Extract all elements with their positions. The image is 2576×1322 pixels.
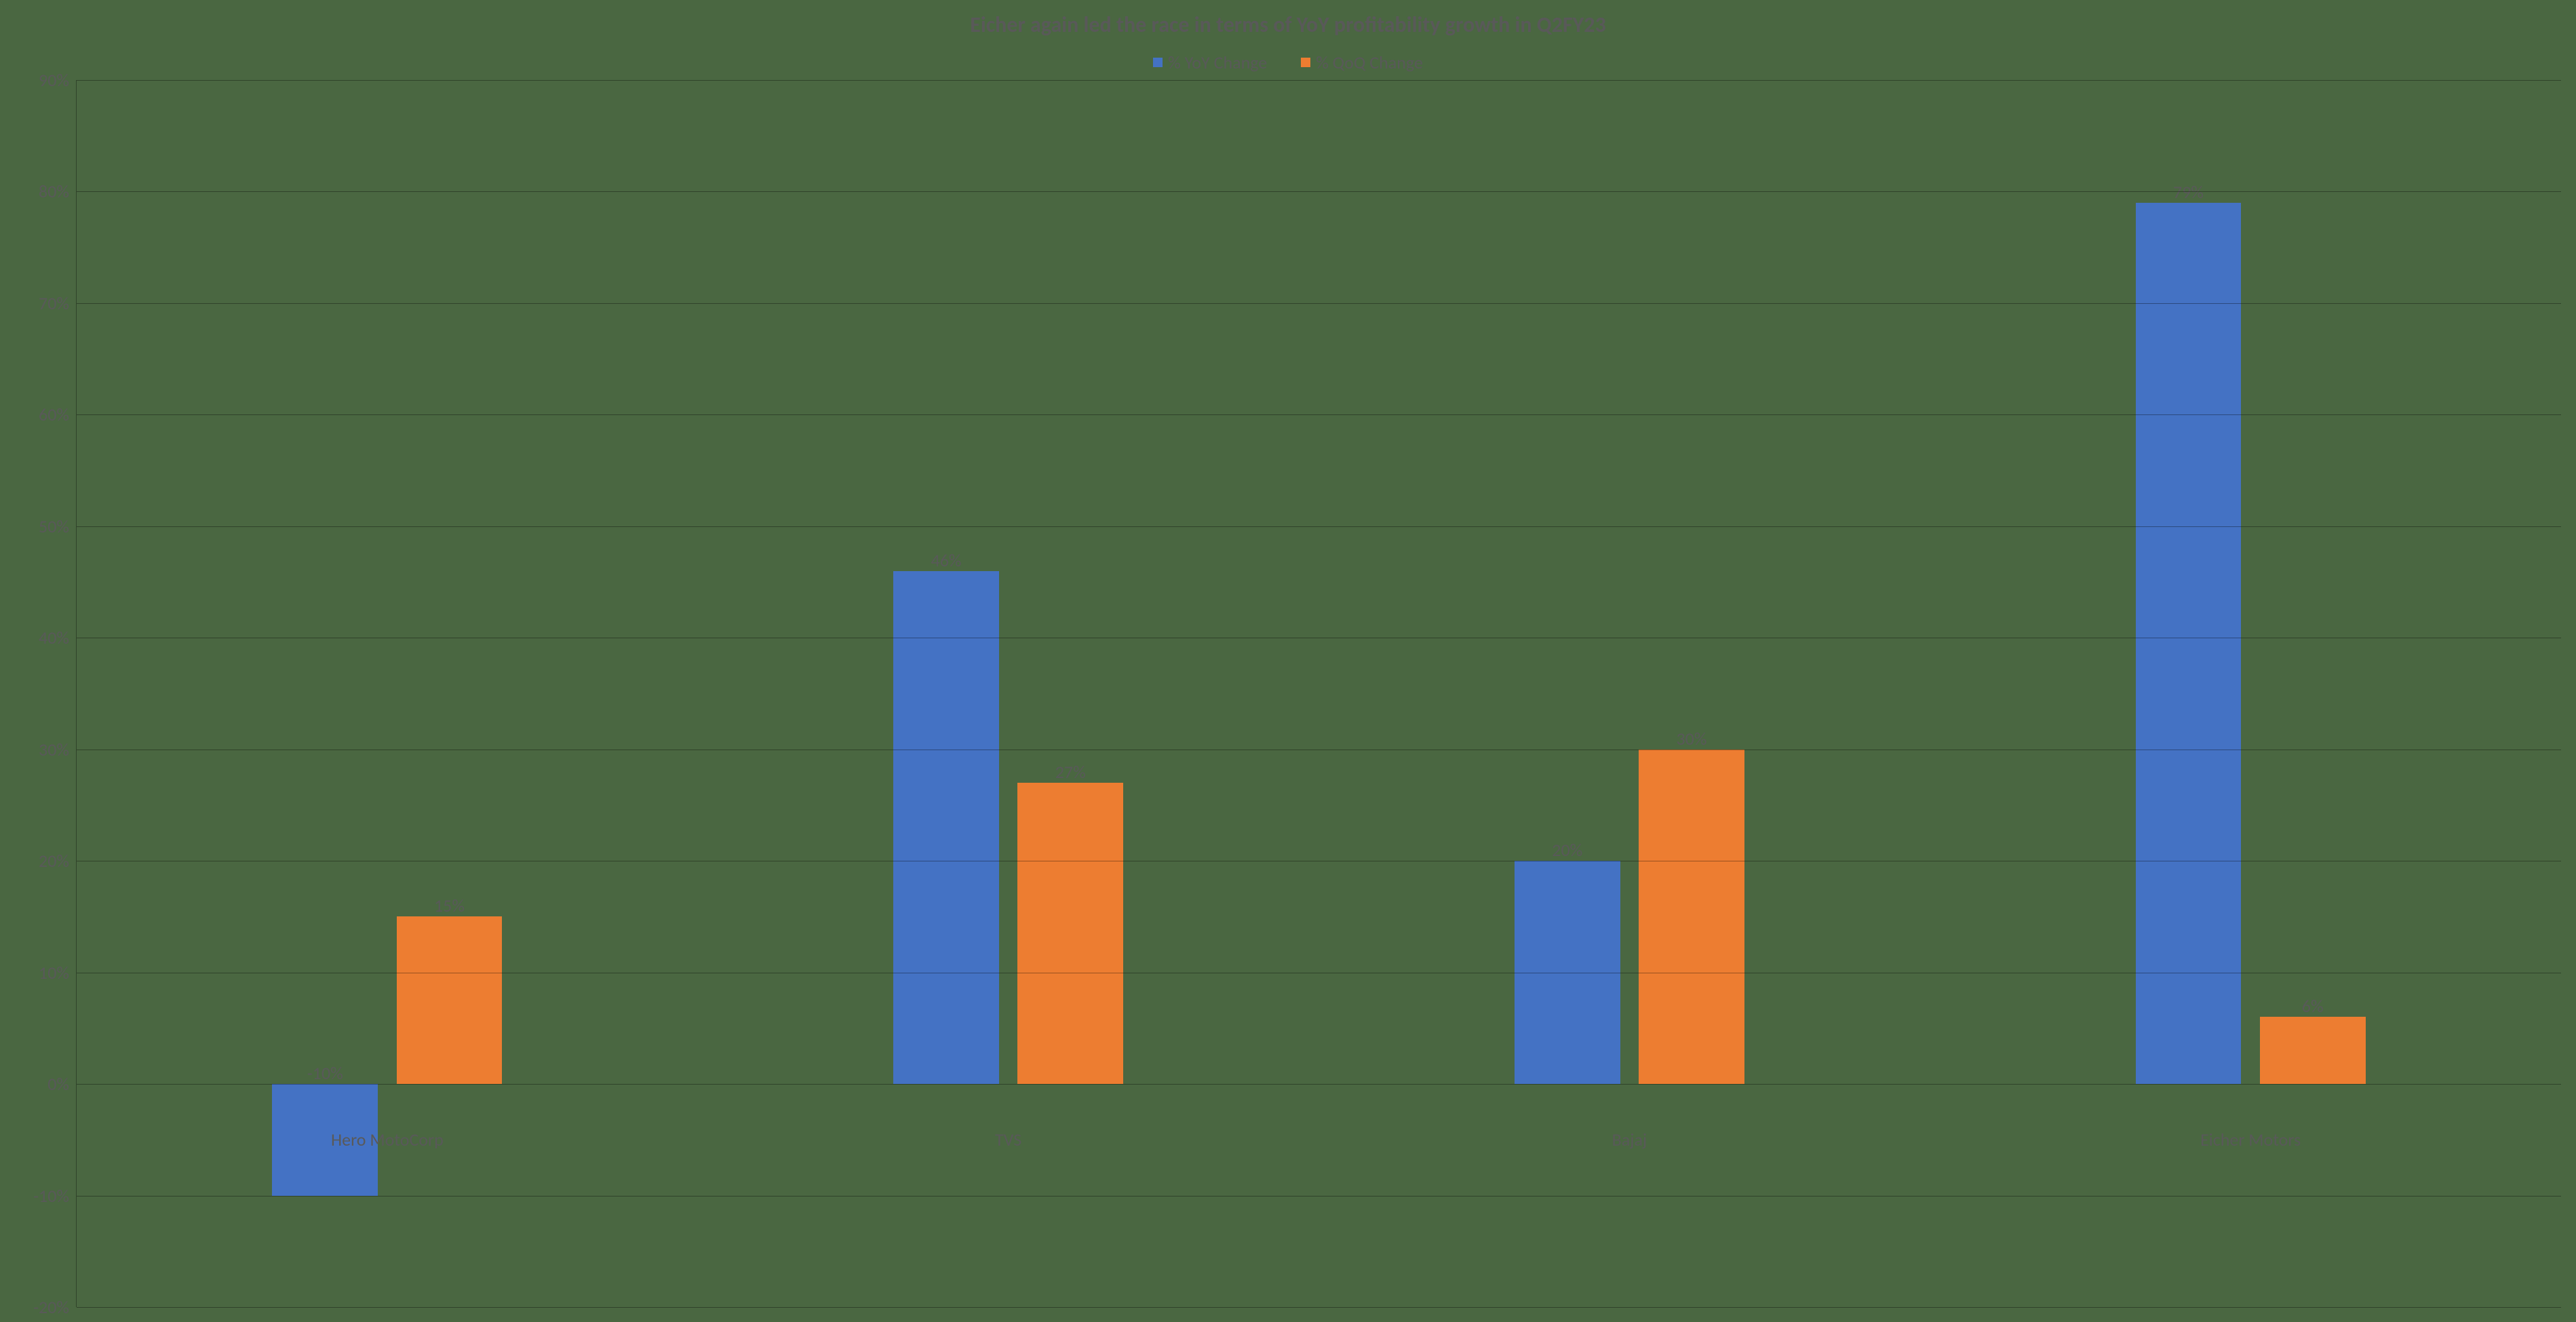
legend-label: % YoY Change	[1168, 52, 1267, 73]
bar: 79%	[2136, 203, 2242, 1084]
y-tick-label: 20%	[39, 850, 69, 872]
y-tick-label: 80%	[39, 180, 69, 202]
y-tick-label: -10%	[33, 1185, 69, 1207]
bar: 27%	[1017, 783, 1123, 1084]
legend-label: % QoQ Change	[1316, 52, 1423, 73]
bar: 30%	[1639, 750, 1744, 1084]
y-tick-label: 0%	[47, 1073, 69, 1095]
data-label: 27%	[1055, 761, 1086, 783]
data-label: 46%	[931, 549, 962, 571]
data-label: 20%	[1552, 839, 1582, 861]
bar-group: 79% 6% Eicher Motors	[1940, 80, 2561, 1307]
legend-swatch-icon	[1301, 58, 1310, 67]
chart-container: Eicher again led the race in terms of Yo…	[0, 0, 2576, 1322]
y-tick-label: 40%	[39, 627, 69, 648]
y-tick-label: 30%	[39, 739, 69, 760]
gridline	[77, 1084, 2561, 1085]
gridline	[77, 414, 2561, 415]
bar: 15%	[397, 916, 503, 1084]
bar: 6%	[2260, 1017, 2366, 1084]
gridline	[77, 1307, 2561, 1308]
y-axis: -20%-10%0%10%20%30%40%50%60%70%80%90%	[15, 80, 76, 1307]
bar-group: 46%27%TVS	[698, 80, 1319, 1307]
chart-title: Eicher again led the race in terms of Yo…	[15, 12, 2561, 38]
plot: -10%15%Hero MotoCorp46%27%TVS20%30%Bajaj…	[76, 80, 2561, 1307]
x-tick-label: Bajaj	[1612, 1129, 1647, 1150]
y-tick-label: -20%	[33, 1296, 69, 1318]
legend-item-qoq: % QoQ Change	[1301, 52, 1423, 73]
y-tick-label: 70%	[39, 292, 69, 314]
x-tick-label: TVS	[995, 1129, 1021, 1150]
bar: 46%	[893, 571, 999, 1084]
x-tick-label: Eicher Motors	[2200, 1129, 2301, 1150]
gridline	[77, 80, 2561, 81]
data-label: 15%	[434, 895, 465, 916]
y-tick-label: 10%	[39, 962, 69, 984]
bar-group: 20% 30% Bajaj	[1319, 80, 1940, 1307]
gridline	[77, 1196, 2561, 1197]
gridline	[77, 191, 2561, 192]
data-label: 6%	[2302, 995, 2324, 1017]
plot-area: -20%-10%0%10%20%30%40%50%60%70%80%90% -1…	[15, 80, 2561, 1307]
gridline	[77, 303, 2561, 304]
chart-legend: % YoY Change % QoQ Change	[15, 52, 2561, 73]
legend-item-yoy: % YoY Change	[1153, 52, 1267, 73]
data-label: -10%	[307, 1062, 343, 1084]
bar-group: -10% 15% Hero MotoCorp	[77, 80, 698, 1307]
y-tick-label: 60%	[39, 404, 69, 425]
gridline	[77, 526, 2561, 527]
data-label: 30%	[1676, 728, 1706, 750]
y-tick-label: 90%	[39, 69, 69, 91]
x-tick-label: Hero MotoCorp	[331, 1129, 444, 1150]
y-tick-label: 50%	[39, 516, 69, 537]
legend-swatch-icon	[1153, 58, 1163, 67]
bar-groups: -10%15%Hero MotoCorp46%27%TVS20%30%Bajaj…	[77, 80, 2561, 1307]
